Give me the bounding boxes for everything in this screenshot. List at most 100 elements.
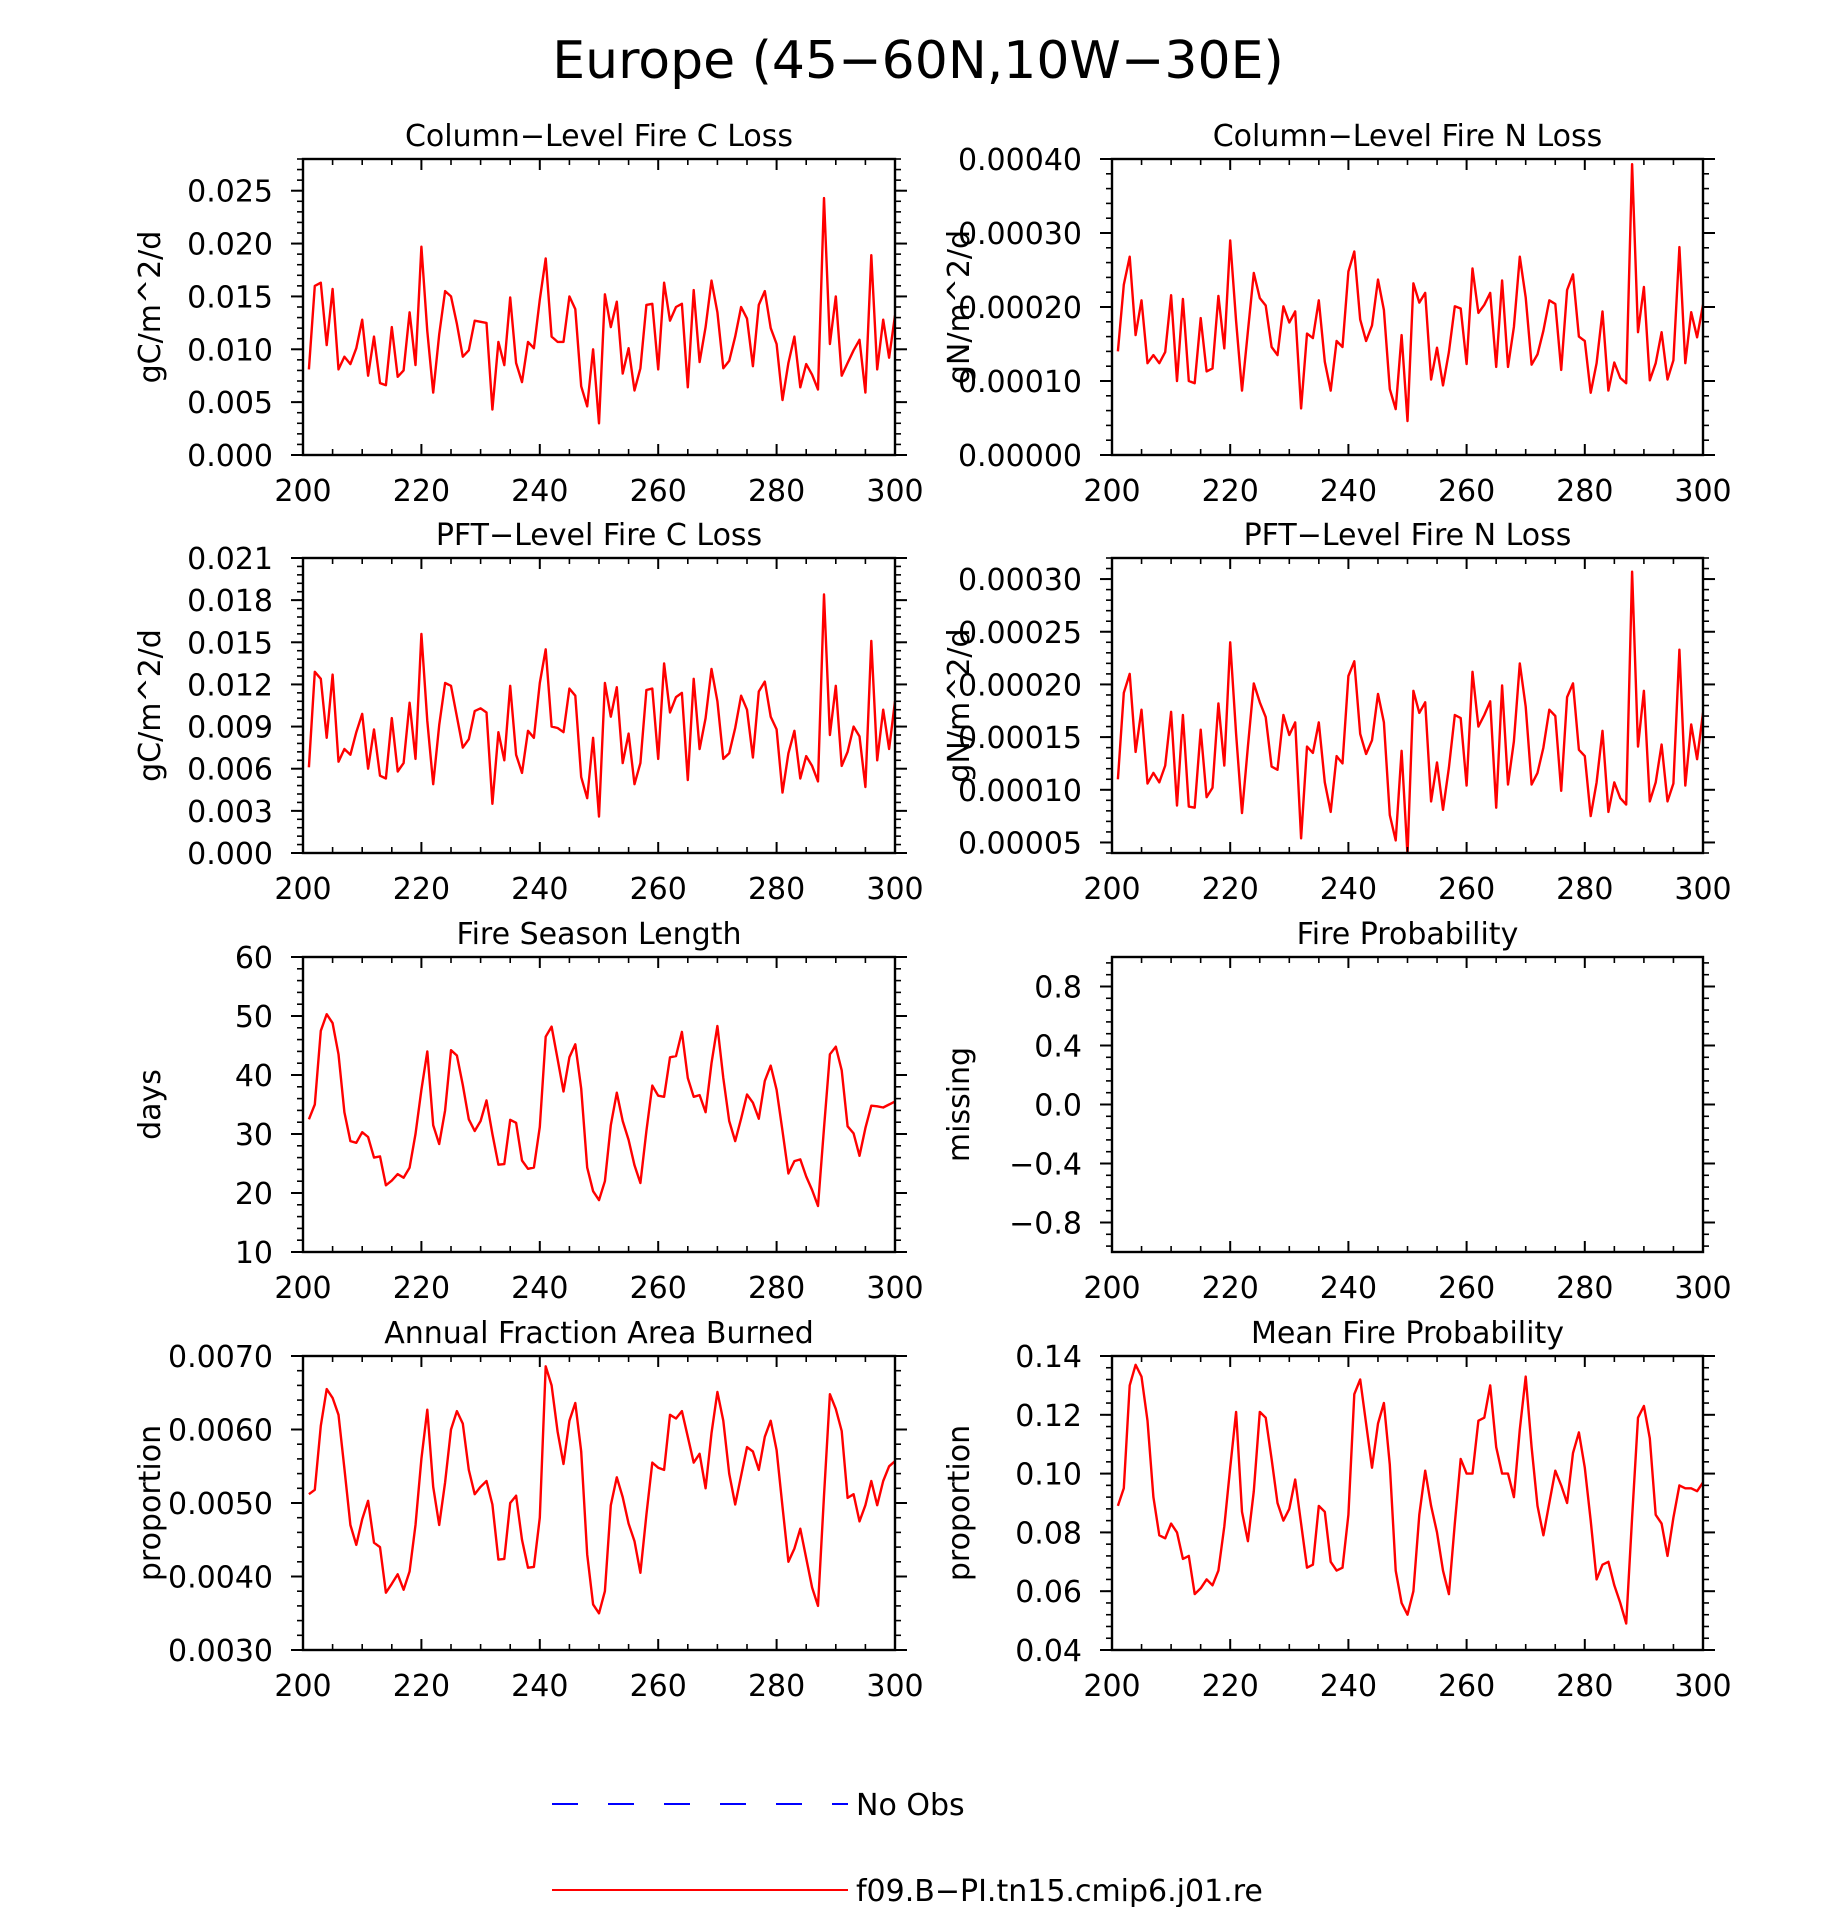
y-tick-label: 0.0 bbox=[1034, 1089, 1082, 1124]
y-axis-label: proportion bbox=[133, 1425, 168, 1581]
plot-frame bbox=[1110, 955, 1705, 1254]
y-tick-label: 0.00040 bbox=[958, 143, 1082, 178]
x-tick-label: 240 bbox=[1320, 1669, 1377, 1704]
series-line bbox=[307, 1013, 895, 1208]
y-tick-label: 0.00025 bbox=[958, 616, 1082, 651]
y-axis-label: gC/m^2/d bbox=[133, 629, 168, 782]
x-tick-label: 200 bbox=[274, 872, 331, 907]
x-tick-label: 220 bbox=[1202, 474, 1259, 509]
panel-title: Fire Probability bbox=[1297, 917, 1519, 952]
y-tick-label: 0.00000 bbox=[958, 439, 1082, 474]
y-tick-label: 0.012 bbox=[187, 668, 273, 703]
y-tick-label: 0.0040 bbox=[168, 1561, 273, 1596]
y-axis-label: missing bbox=[942, 1047, 977, 1162]
y-tick-label: 0.4 bbox=[1034, 1030, 1082, 1065]
x-tick-label: 300 bbox=[1674, 1271, 1731, 1306]
y-tick-label: 0.12 bbox=[1015, 1399, 1082, 1434]
y-tick-label: 0.00030 bbox=[958, 563, 1082, 598]
x-tick-label: 260 bbox=[630, 1669, 687, 1704]
x-tick-label: 200 bbox=[274, 1669, 331, 1704]
x-tick-label: 200 bbox=[1083, 474, 1140, 509]
chart-panel-3: 200 220 240 260 280 300 0.000 0.003 0.006 0.009 0.… bbox=[133, 518, 924, 907]
plot-frame bbox=[1110, 556, 1705, 855]
y-axis-label: gC/m^2/d bbox=[133, 231, 168, 384]
y-axis-label: days bbox=[133, 1069, 168, 1140]
series-line bbox=[1116, 570, 1703, 853]
series-line bbox=[1116, 1363, 1703, 1625]
y-tick-label: 0.00010 bbox=[958, 365, 1082, 400]
x-tick-label: 300 bbox=[866, 1669, 923, 1704]
x-tick-label: 240 bbox=[511, 474, 568, 509]
y-tick-label: 0.0030 bbox=[168, 1634, 273, 1669]
panel-title: Column−Level Fire N Loss bbox=[1213, 119, 1603, 154]
y-tick-label: 0.025 bbox=[187, 175, 273, 210]
series-line bbox=[1116, 162, 1703, 423]
y-tick-label: 0.010 bbox=[187, 333, 273, 368]
x-tick-label: 200 bbox=[1083, 1669, 1140, 1704]
series-line bbox=[307, 196, 895, 425]
chart-panel-4: 200 220 240 260 280 300 0.00005 0.00010 0.00015 0… bbox=[942, 518, 1732, 907]
x-tick-label: 260 bbox=[1438, 872, 1495, 907]
x-tick-label: 240 bbox=[1320, 474, 1377, 509]
chart-panel-5: 200 220 240 260 280 300 10 20 30 40 50 60 Fire Seaso… bbox=[133, 917, 924, 1306]
y-tick-label: 0.10 bbox=[1015, 1458, 1082, 1493]
x-tick-label: 220 bbox=[1202, 1271, 1259, 1306]
y-tick-label: 30 bbox=[235, 1118, 273, 1153]
x-tick-label: 280 bbox=[1556, 1669, 1613, 1704]
y-tick-label: 10 bbox=[235, 1236, 273, 1271]
x-tick-label: 200 bbox=[1083, 1271, 1140, 1306]
x-tick-label: 260 bbox=[1438, 474, 1495, 509]
x-tick-label: 220 bbox=[393, 1669, 450, 1704]
y-tick-label: 0.0070 bbox=[168, 1340, 273, 1375]
x-tick-label: 280 bbox=[1556, 1271, 1613, 1306]
plot-frame bbox=[301, 955, 897, 1254]
x-tick-label: 300 bbox=[866, 872, 923, 907]
y-tick-label: 0.0060 bbox=[168, 1414, 273, 1449]
plot-frame bbox=[301, 1354, 897, 1652]
x-tick-label: 240 bbox=[511, 1669, 568, 1704]
x-tick-label: 260 bbox=[630, 1271, 687, 1306]
y-tick-label: 0.00005 bbox=[958, 826, 1082, 861]
chart-panel-1: 200 220 240 260 280 300 0.000 0.005 0.010 0.015 0.… bbox=[133, 119, 924, 509]
x-tick-label: 240 bbox=[1320, 872, 1377, 907]
y-tick-label: 0.06 bbox=[1015, 1575, 1082, 1610]
plot-frame bbox=[1110, 1354, 1705, 1652]
panel-title: PFT−Level Fire C Loss bbox=[436, 518, 762, 553]
y-axis-label: proportion bbox=[942, 1425, 977, 1581]
x-tick-label: 200 bbox=[1083, 872, 1140, 907]
panels-container: 200 220 240 260 280 3000.0000.0050.0100.0150.… bbox=[133, 119, 1732, 1704]
chart-panel-7: 200 220 240 260 280 300 0.0030 0.0040 0.0050 0.00… bbox=[133, 1316, 924, 1704]
x-tick-label: 200 bbox=[274, 474, 331, 509]
series-line bbox=[308, 1365, 895, 1615]
y-tick-label: 0.020 bbox=[187, 228, 273, 263]
y-tick-label: 0.003 bbox=[187, 795, 273, 830]
figure-title: Europe (45−60N,10W−30E) bbox=[552, 31, 1283, 91]
series-line bbox=[307, 593, 895, 818]
panel-title: Column−Level Fire C Loss bbox=[405, 119, 793, 154]
x-tick-label: 260 bbox=[630, 872, 687, 907]
chart-panel-2: 200 220 240 260 280 300 0.00000 0.00010 0.00020 0… bbox=[942, 119, 1732, 509]
y-tick-label: −0.4 bbox=[1009, 1148, 1082, 1183]
x-tick-label: 280 bbox=[748, 872, 805, 907]
y-tick-label: 60 bbox=[235, 941, 273, 976]
panel-title: Mean Fire Probability bbox=[1251, 1316, 1564, 1351]
y-tick-label: 0.0050 bbox=[168, 1487, 273, 1522]
x-tick-label: 260 bbox=[1438, 1271, 1495, 1306]
y-tick-label: 0.04 bbox=[1015, 1634, 1082, 1669]
chart-panel-6: 200 220 240 260 280 300 −0.8 −0.4 0.0 0.4 0.8 Fire … bbox=[942, 917, 1732, 1306]
y-tick-label: 0.015 bbox=[187, 280, 273, 315]
y-tick-label: 0.00030 bbox=[958, 217, 1082, 252]
x-tick-label: 200 bbox=[274, 1271, 331, 1306]
y-tick-label: 0.00020 bbox=[958, 291, 1082, 326]
x-tick-label: 220 bbox=[393, 1271, 450, 1306]
y-tick-label: 0.00010 bbox=[958, 774, 1082, 809]
x-tick-label: 280 bbox=[748, 474, 805, 509]
y-tick-label: 0.00015 bbox=[958, 721, 1082, 756]
x-tick-label: 300 bbox=[1674, 872, 1731, 907]
x-tick-label: 220 bbox=[1202, 1669, 1259, 1704]
y-tick-label: 40 bbox=[235, 1059, 273, 1094]
x-tick-label: 280 bbox=[1556, 872, 1613, 907]
panel-title: Annual Fraction Area Burned bbox=[384, 1316, 814, 1351]
y-tick-label: 20 bbox=[235, 1177, 273, 1212]
